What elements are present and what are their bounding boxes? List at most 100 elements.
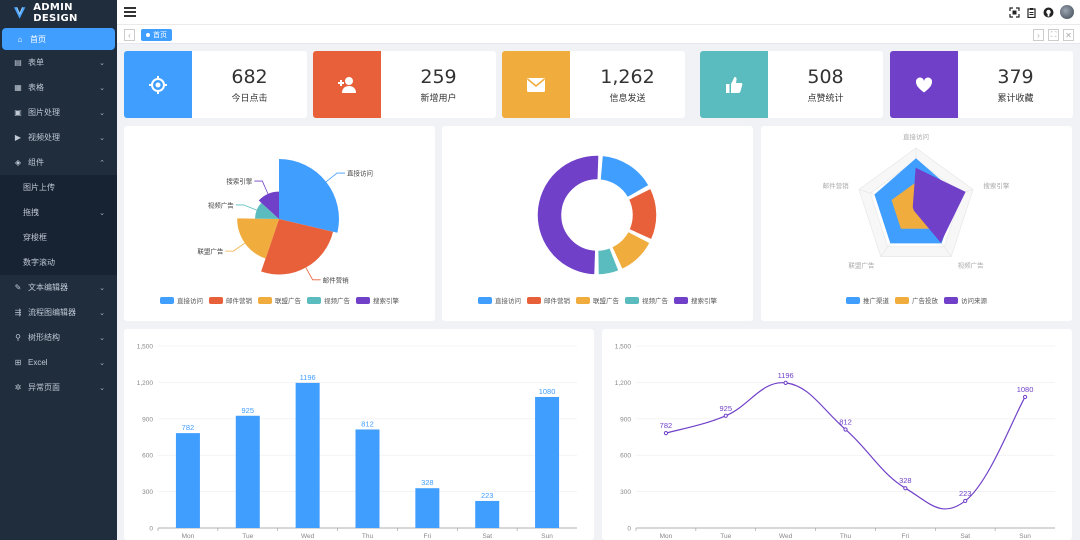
stat-card-messages[interactable]: 1,262 信息发送 [502,51,685,118]
tag-home[interactable]: 首页 [141,29,172,41]
flow-icon: ⇶ [14,308,22,317]
stat-label: 累计收藏 [997,92,1034,103]
line-value-label: 1196 [778,371,794,380]
legend-swatch [307,296,321,304]
legend-item[interactable]: 搜索引擎 [356,295,399,305]
excel-icon: ⊞ [14,358,22,367]
legend-label: 推广渠道 [863,298,889,305]
legend-item[interactable]: 访问来源 [944,295,987,305]
user-avatar[interactable] [1060,5,1074,19]
logo-icon [13,6,26,19]
legend-label: 视频广告 [324,298,350,305]
close-icon[interactable]: ✕ [1063,29,1074,41]
scroll-right-button[interactable]: › [1033,29,1044,41]
top-header [117,0,1080,24]
component-submenu: 图片上传 拖拽 ⌄ 穿梭框 数字滚动 [0,175,117,275]
bar [235,415,260,528]
sidebar-item-drag[interactable]: 拖拽 ⌄ [0,200,117,225]
line-value-label: 223 [959,489,972,498]
active-dot [146,33,150,37]
legend-item[interactable]: 联盟广告 [576,295,619,305]
sidebar-item-transfer[interactable]: 穿梭框 [0,225,117,250]
sidebar-item-label: 异常页面 [28,383,60,392]
stat-card-favorites[interactable]: 379 累计收藏 [890,51,1073,118]
stat-label: 点赞统计 [807,92,844,103]
bar [295,382,320,528]
home-icon: ⌂ [17,34,23,44]
donut-slice [627,187,658,241]
legend-item[interactable]: 视频广告 [307,295,350,305]
legend-swatch [625,296,639,304]
donut-chart [536,154,658,276]
sidebar-item-home[interactable]: ⌂ 首页 [2,28,115,50]
chevron-down-icon: ⌄ [99,84,105,92]
legend-item[interactable]: 直接访问 [478,295,521,305]
sidebar-item-video[interactable]: ▶ 视频处理 ⌄ [0,125,117,150]
y-tick-label: 300 [142,489,153,496]
bar-value-label: 782 [182,423,195,432]
legend-item[interactable]: 推广渠道 [846,295,889,305]
stat-card-likes[interactable]: 508 点赞统计 [700,51,883,118]
legend-item[interactable]: 邮件营销 [527,295,570,305]
clipboard-icon[interactable] [1026,7,1037,18]
sidebar-item-form[interactable]: ▤ 表单 ⌄ [0,50,117,75]
menu-toggle-icon[interactable] [124,6,136,18]
radar-legend: 推广渠道 广告投放 访问来源 [761,295,1072,305]
legend-item[interactable]: 搜索引擎 [674,295,717,305]
sidebar-item-label: Excel [28,358,48,367]
brand-logo[interactable]: ADMIN DESIGN [0,0,117,25]
sidebar-item-error[interactable]: ✲ 异常页面 ⌄ [0,375,117,400]
legend-swatch [895,296,909,304]
sidebar-item-table[interactable]: ▦ 表格 ⌄ [0,75,117,100]
y-tick-label: 0 [149,526,153,533]
legend-item[interactable]: 广告投放 [895,295,938,305]
legend-item[interactable]: 联盟广告 [258,295,301,305]
screenshot-icon[interactable] [1009,6,1020,18]
donut-slice [536,154,600,276]
rose-label: 直接访问 [347,169,373,178]
bar-value-label: 812 [361,419,374,428]
x-tick-label: Fri [424,533,432,540]
legend-label: 访问来源 [961,298,987,305]
x-tick-label: Sun [541,533,553,540]
bug-icon: ✲ [14,383,22,392]
legend-item[interactable]: 直接访问 [160,295,203,305]
sidebar-item-flow-editor[interactable]: ⇶ 流程图编辑器 ⌄ [0,300,117,325]
line-point [963,498,968,504]
sidebar-item-component[interactable]: ◈ 组件 ⌃ [0,150,117,175]
legend-label: 联盟广告 [593,298,619,305]
tag-label: 首页 [153,32,167,39]
rose-label-line [305,267,321,281]
github-icon[interactable] [1043,7,1054,18]
sidebar-item-count-to[interactable]: 数字滚动 [0,250,117,275]
y-tick-label: 1,500 [137,344,154,351]
chevron-down-icon: ⌄ [99,109,105,117]
legend-item[interactable]: 视频广告 [625,295,668,305]
header-actions [1009,5,1074,19]
x-tick-label: Thu [840,533,852,540]
stat-card-new-users[interactable]: 259 新增用户 [313,51,496,118]
sidebar-item-image[interactable]: ▣ 图片处理 ⌄ [0,100,117,125]
sidebar-item-editor[interactable]: ✎ 文本编辑器 ⌄ [0,275,117,300]
stat-value: 259 [420,65,457,88]
legend-label: 视频广告 [642,298,668,305]
sidebar-item-image-upload[interactable]: 图片上传 [0,175,117,200]
fullscreen-icon[interactable]: ⛶ [1048,29,1059,41]
line-value-label: 925 [720,404,733,413]
x-tick-label: Sat [482,533,492,540]
sidebar-item-excel[interactable]: ⊞ Excel ⌄ [0,350,117,375]
legend-swatch [209,296,223,304]
line-point [783,380,788,385]
sidebar-item-tree[interactable]: ⚲ 树形结构 ⌄ [0,325,117,350]
video-icon: ▶ [14,133,22,142]
radar-indicator-label: 直接访问 [903,132,929,141]
legend-swatch [160,296,174,304]
legend-item[interactable]: 邮件营销 [209,295,252,305]
bar-value-label: 1080 [539,387,556,396]
rose-label: 联盟广告 [197,247,224,256]
stat-card-clicks[interactable]: 682 今日点击 [124,51,307,118]
sidebar-item-label: 首页 [30,34,46,44]
chevron-down-icon: ⌄ [99,334,105,342]
scroll-left-button[interactable]: ‹ [124,29,135,41]
